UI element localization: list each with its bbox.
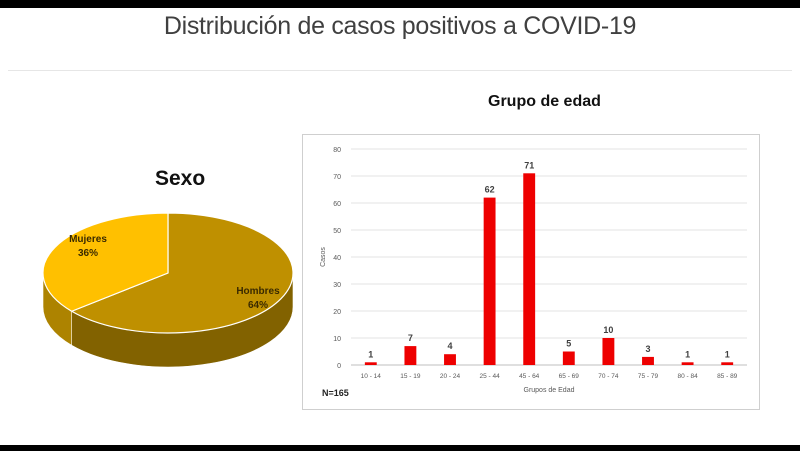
bar-65-69 <box>562 351 575 365</box>
pie-label-mujeres: Mujeres <box>69 234 107 245</box>
y-tick-label: 80 <box>333 147 341 154</box>
top-black-strip <box>0 0 800 8</box>
pie-label-hombres: Hombres <box>236 286 280 297</box>
bar-chart-svg: 0 10 20 30 40 50 60 70 80 Casos 1 10 - 14 7 15 - 19 4 2… <box>320 147 747 394</box>
x-axis-label: Grupos de Edad <box>524 387 575 394</box>
pie-chart-svg: Hombres 64% Mujeres 36% <box>42 212 294 368</box>
y-tick-label: 60 <box>333 201 341 208</box>
bar-75-79 <box>642 356 654 365</box>
x-tick-label: 15 - 19 <box>400 373 421 380</box>
bar-80-84 <box>681 362 694 365</box>
data-label: 7 <box>408 333 413 343</box>
x-tick-label: 75 - 79 <box>638 373 659 380</box>
pie-chart: Hombres 64% Mujeres 36% <box>38 208 303 368</box>
y-tick-label: 50 <box>333 228 341 235</box>
y-tick-label: 70 <box>333 174 341 181</box>
bar-chart-frame: 0 10 20 30 40 50 60 70 80 Casos 1 10 - 14 7 15 - 19 4 2… <box>302 134 760 410</box>
data-label: 5 <box>566 339 571 349</box>
x-tick-label: 80 - 84 <box>677 373 698 380</box>
y-tick-label: 30 <box>333 282 341 289</box>
bar-25-44 <box>483 197 496 365</box>
pie-pct-hombres: 64% <box>248 300 268 311</box>
bar-10-14 <box>364 362 377 365</box>
x-tick-label: 45 - 64 <box>519 373 540 380</box>
bar-85-89 <box>721 362 734 365</box>
x-tick-label: 70 - 74 <box>598 373 619 380</box>
slide-title: Distribución de casos positivos a COVID-… <box>163 12 637 40</box>
y-tick-label: 40 <box>333 255 341 262</box>
data-label: 62 <box>485 185 495 195</box>
bar-15-19 <box>404 346 417 365</box>
data-label: 1 <box>368 349 373 359</box>
y-tick-label: 20 <box>333 309 341 316</box>
x-tick-label: 20 - 24 <box>440 373 461 380</box>
pie-chart-title: Sexo <box>155 167 206 190</box>
y-tick-label: 10 <box>333 336 341 343</box>
x-tick-label: 25 - 44 <box>479 373 500 380</box>
y-tick-label: 0 <box>337 363 341 370</box>
bar-70-74 <box>602 338 615 365</box>
data-label: 4 <box>447 341 452 351</box>
pie-slice-hombres <box>70 212 294 334</box>
bar-chart-title: Grupo de edad <box>488 93 601 110</box>
y-axis-label: Casos <box>320 247 327 267</box>
data-label: 1 <box>725 349 730 359</box>
bottom-black-strip <box>0 445 800 451</box>
x-tick-label: 65 - 69 <box>559 373 580 380</box>
data-label: 1 <box>685 349 690 359</box>
x-tick-label: 10 - 14 <box>361 373 382 380</box>
data-label: 71 <box>524 160 534 170</box>
data-label: 10 <box>603 325 613 335</box>
data-label: 3 <box>645 344 650 354</box>
bar-45-64 <box>523 173 536 365</box>
pie-slice-mujeres <box>42 212 169 312</box>
title-divider <box>8 70 792 71</box>
pie-pct-mujeres: 36% <box>78 248 98 259</box>
sample-size-note: N=165 <box>322 388 349 398</box>
x-tick-label: 85 - 89 <box>717 373 738 380</box>
bar-20-24 <box>444 354 456 365</box>
